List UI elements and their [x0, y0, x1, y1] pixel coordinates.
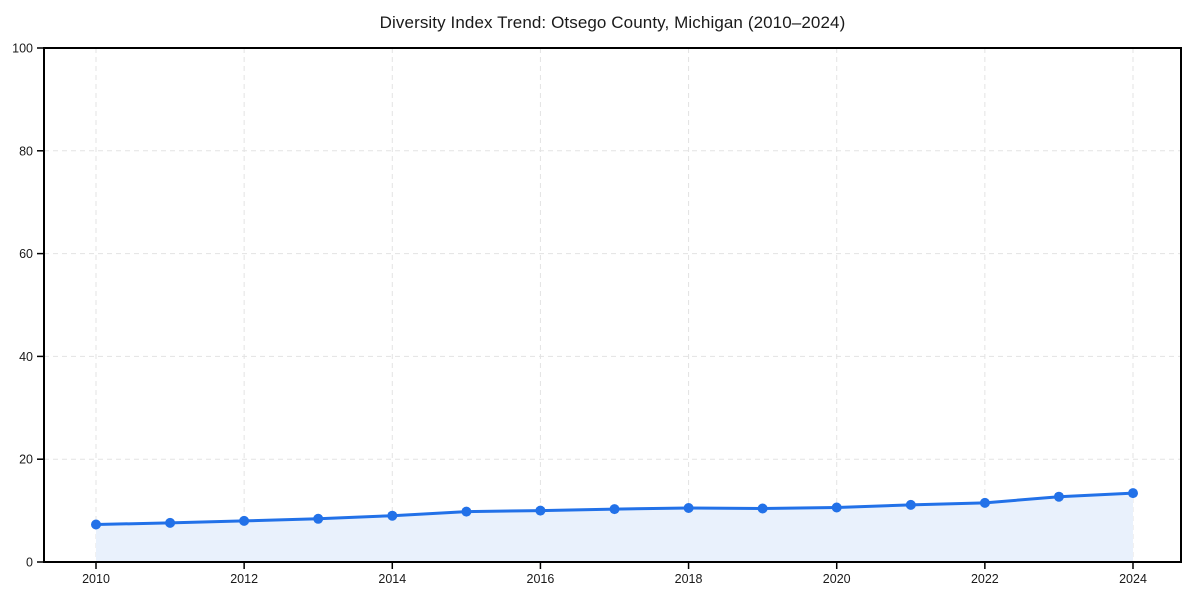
data-point [979, 497, 990, 508]
data-point [165, 517, 176, 528]
plot-frame [43, 47, 1182, 563]
data-point [91, 519, 101, 530]
data-point [831, 502, 842, 513]
x-tick-label: 2018 [675, 572, 703, 586]
area-fill [96, 493, 1133, 562]
data-point [683, 503, 694, 513]
data-point [239, 515, 250, 526]
data-point [1053, 491, 1064, 502]
data-point [757, 503, 768, 514]
x-tick-label: 2014 [378, 572, 406, 586]
data-point [1128, 488, 1138, 499]
x-tick-label: 2010 [82, 572, 110, 586]
x-tick-label: 2020 [823, 572, 851, 586]
data-point [535, 505, 546, 516]
x-tick-label: 2016 [527, 572, 555, 586]
y-tick-label: 80 [19, 144, 33, 158]
y-tick-label: 40 [19, 350, 33, 364]
data-point [609, 504, 620, 515]
data-point [905, 499, 916, 510]
y-tick-label: 20 [19, 453, 33, 467]
x-tick-label: 2012 [230, 572, 258, 586]
y-tick-label: 60 [19, 247, 33, 261]
data-point [461, 506, 472, 517]
y-tick-label: 100 [12, 42, 33, 56]
y-tick-label: 0 [26, 556, 33, 570]
x-tick-label: 2022 [971, 572, 999, 586]
data-point [387, 510, 398, 521]
data-point [313, 513, 324, 524]
chart-title: Diversity Index Trend: Otsego County, Mi… [379, 13, 846, 32]
x-tick-label: 2024 [1119, 572, 1147, 586]
